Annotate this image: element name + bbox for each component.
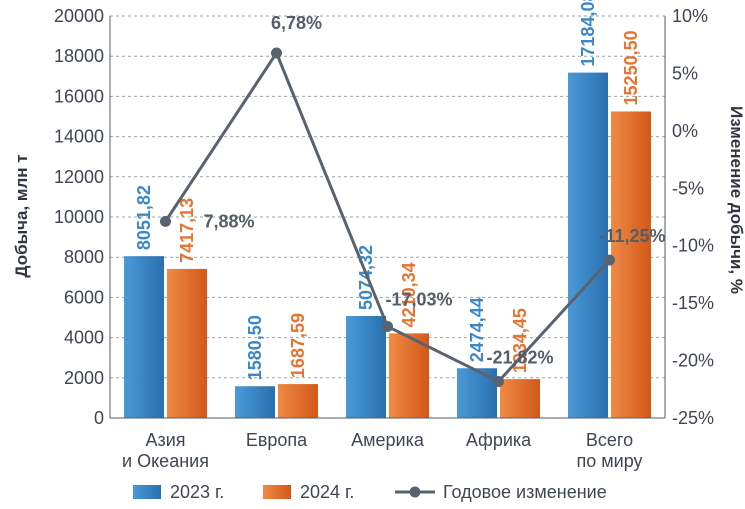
change-label: -11,25% xyxy=(600,226,666,246)
change-point xyxy=(382,320,393,332)
category-label: Всего xyxy=(586,430,633,450)
bar-value-label: 15250,50 xyxy=(621,30,641,105)
y2-tick-label: 5% xyxy=(672,63,698,83)
category-label: Африка xyxy=(466,430,532,450)
bar-value-label: 1580,50 xyxy=(245,315,265,380)
bar-2024 xyxy=(611,111,651,418)
legend-label: Годовое изменение xyxy=(443,482,607,502)
bar-2023 xyxy=(124,256,164,418)
change-label: 6,78% xyxy=(271,13,322,33)
bar-2024 xyxy=(500,379,540,418)
bar-value-label: 2474,44 xyxy=(467,297,487,362)
change-label: -17,03% xyxy=(386,289,453,309)
bar-2023 xyxy=(568,72,608,419)
category-label: Америка xyxy=(351,430,425,450)
y-tick-label: 2000 xyxy=(64,368,104,388)
bar-value-label: 7417,13 xyxy=(177,198,197,263)
y-tick-label: 14000 xyxy=(54,127,104,147)
bar-2024 xyxy=(167,268,207,418)
change-label: 7,88% xyxy=(204,211,255,231)
y-tick-label: 0 xyxy=(94,408,104,428)
y2-tick-label: -20% xyxy=(672,351,714,371)
legend-label: 2024 г. xyxy=(300,482,354,502)
legend-line-marker xyxy=(409,486,421,498)
y2-tick-label: -15% xyxy=(672,293,714,313)
bar-value-label: 4210,34 xyxy=(399,262,419,327)
y-tick-label: 10000 xyxy=(54,207,104,227)
y2-tick-label: -25% xyxy=(672,408,714,428)
y-tick-label: 16000 xyxy=(54,86,104,106)
bar-value-label: 8051,82 xyxy=(134,185,154,250)
change-point xyxy=(160,215,171,227)
bar-2024 xyxy=(278,384,318,418)
y-tick-label: 8000 xyxy=(64,247,104,267)
category-label: Европа xyxy=(246,430,308,450)
change-point xyxy=(271,47,282,59)
y-tick-label: 20000 xyxy=(54,6,104,26)
y2-tick-label: 10% xyxy=(672,6,708,26)
change-line: 7,88% 6,78% -17,03% -21,82% -11,25% xyxy=(160,13,666,387)
bar-2024 xyxy=(389,333,429,418)
bar-value-label: 1687,59 xyxy=(288,313,308,378)
bar-2023 xyxy=(235,386,275,418)
bar-value-label: 1934,45 xyxy=(510,308,530,373)
axes: 0 2000 4000 6000 8000 10000 12000 14000 16000 180… xyxy=(54,6,714,471)
legend-label: 2023 г. xyxy=(170,482,224,502)
y2-axis-title: Изменение добычи, % xyxy=(727,106,745,294)
y2-tick-label: -5% xyxy=(672,178,704,198)
y-tick-label: 12000 xyxy=(54,167,104,187)
y-tick-label: 18000 xyxy=(54,46,104,66)
bar-value-label: 17184,08 xyxy=(578,0,598,67)
legend-swatch-2024 xyxy=(263,485,291,499)
y2-tick-label: 0% xyxy=(672,121,698,141)
change-label: -21,82% xyxy=(487,347,554,367)
bar-2023 xyxy=(457,368,497,418)
change-point xyxy=(604,254,615,266)
category-label: Азия xyxy=(145,430,185,450)
change-point xyxy=(493,375,504,387)
legend: 2023 г. 2024 г. Годовое изменение xyxy=(133,482,607,502)
y2-tick-label: -10% xyxy=(672,236,714,256)
category-label: по миру xyxy=(577,451,643,471)
category-label: и Океания xyxy=(122,451,209,471)
y-tick-label: 6000 xyxy=(64,287,104,307)
y-axis-title: Добыча, млн т xyxy=(12,154,31,277)
legend-swatch-2023 xyxy=(133,485,161,499)
bar-2023 xyxy=(346,316,386,418)
y-tick-label: 4000 xyxy=(64,328,104,348)
